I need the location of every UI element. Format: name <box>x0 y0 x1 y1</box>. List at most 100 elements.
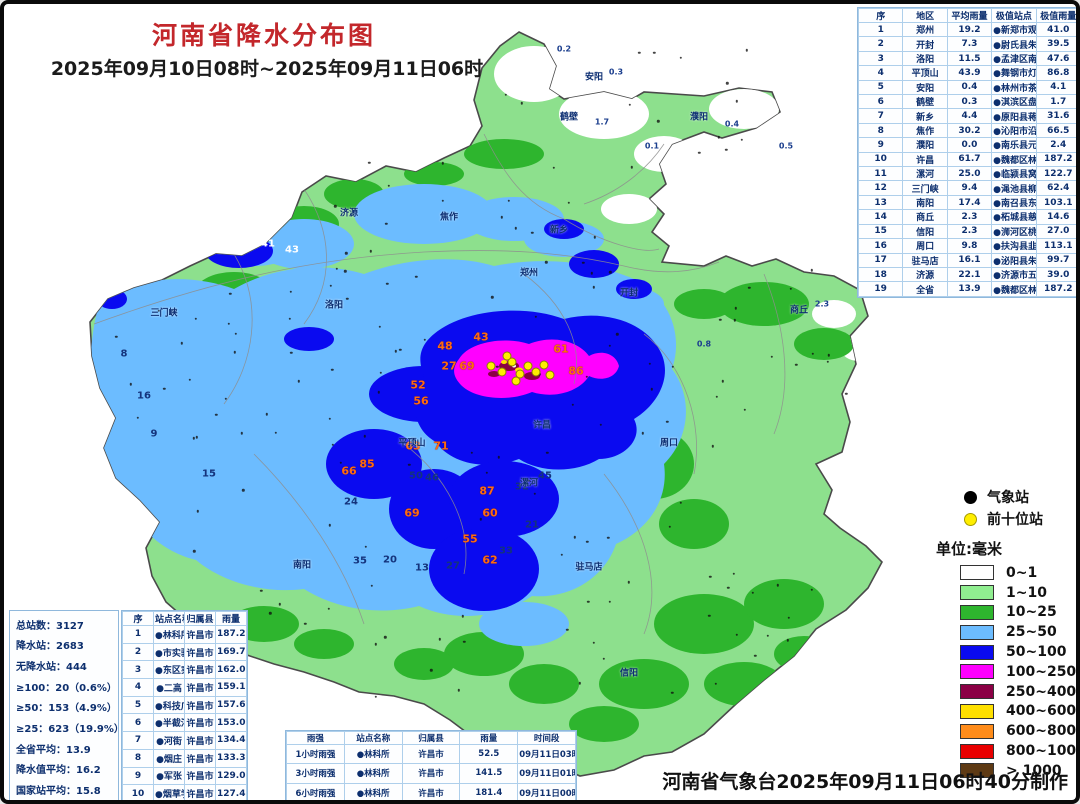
table-cell: 许昌市 <box>184 784 216 800</box>
table-cell: 134.4 <box>215 731 247 750</box>
legend-color-swatch <box>960 743 994 759</box>
table-row: 7 ●河街 许昌市 134.4 <box>122 731 247 750</box>
table-cell: 郑州 <box>902 21 948 38</box>
table-row: 10●烟草学校许昌市127.4 <box>122 784 247 800</box>
table-cell: 全省 <box>902 281 948 297</box>
table-cell: ●淇滨区盘石头 <box>991 94 1037 110</box>
table-cell: 济源 <box>902 266 948 283</box>
table-header-cell: 地区 <box>902 8 948 23</box>
table-cell: 13 <box>857 194 904 211</box>
table-cell: 1 <box>122 625 154 644</box>
legend-bin: 50~100 <box>934 642 1076 662</box>
table-cell: 许昌 <box>902 151 948 168</box>
legend-marker-label: 气象站 <box>987 490 1029 506</box>
legend-color-swatch <box>960 723 994 739</box>
legend-bin-label: 10~25 <box>1006 604 1057 621</box>
table-cell: 许昌市 <box>184 678 216 697</box>
table-cell: 122.7 <box>1035 166 1076 182</box>
data-table: 序地区平均雨量极值站点极值雨量1郑州19.2●新郑市观音寺41.02开封7.3●… <box>857 8 1076 297</box>
table-cell: ●林科所 <box>153 625 185 644</box>
data-table: 雨强站点名称归属县雨量时间段1小时雨强●林科所许昌市52.509月11日03时-… <box>286 731 576 800</box>
table-cell: 7.3 <box>946 36 993 52</box>
table-cell: 9.4 <box>946 180 993 196</box>
table-cell: 许昌市 <box>184 731 216 750</box>
legend-bin-label: 600~800 <box>1006 723 1077 740</box>
table-cell: 19.2 <box>946 21 993 38</box>
table-header-cell: 雨强 <box>286 731 345 745</box>
table-cell: 信阳 <box>902 223 948 240</box>
legend-color-swatch <box>960 763 994 779</box>
legend-color-swatch <box>960 565 994 581</box>
table-cell: 13.9 <box>946 281 993 297</box>
table-cell: ●东区实验 <box>153 660 185 680</box>
table-cell: 103.1 <box>1035 194 1076 211</box>
table-cell: 39.5 <box>1035 36 1076 52</box>
table-header-cell: 雨量 <box>459 731 519 745</box>
table-cell: 10 <box>122 784 154 800</box>
table-cell: 47.6 <box>1035 50 1076 67</box>
table-cell: 22.1 <box>946 266 993 283</box>
table-cell: 0.0 <box>946 137 993 153</box>
table-cell: 09月11日01时-09月11日04时 <box>517 763 576 784</box>
henan-province-map <box>89 31 883 777</box>
legend-color-swatch <box>960 684 994 700</box>
table-cell: 商丘 <box>902 209 948 225</box>
table-cell: 181.4 <box>459 782 519 800</box>
table-cell: 3 <box>857 50 904 67</box>
table-cell: 0.3 <box>946 94 993 110</box>
table-cell: 7 <box>122 731 154 750</box>
legend-color-swatch <box>960 644 994 660</box>
legend-bin-label: 100~250 <box>1006 663 1077 680</box>
table-cell: ●魏都区林科所 <box>991 151 1037 168</box>
table-cell: 濮阳 <box>902 137 948 153</box>
table-cell: 6小时雨强 <box>286 782 345 800</box>
table-row: 2●市实验许昌市169.7 <box>122 642 247 662</box>
table-cell: 61.7 <box>946 151 993 168</box>
table-cell: 169.7 <box>215 642 247 662</box>
table-header-cell: 站点名称 <box>153 611 185 626</box>
legend-bin: 0~1 <box>934 563 1076 583</box>
legend-color-swatch <box>960 585 994 601</box>
table-header-cell: 归属县 <box>401 731 461 745</box>
table-cell: 09月11日03时-09月11日04时 <box>517 743 576 765</box>
legend-bin: 100~250 <box>934 662 1077 682</box>
table-cell: 4.4 <box>946 108 993 124</box>
table-cell: 113.1 <box>1035 238 1076 254</box>
table-cell: 3小时雨强 <box>286 763 345 784</box>
table-cell: 2 <box>122 642 154 662</box>
table-cell: 127.4 <box>215 784 247 800</box>
table-cell: 39.0 <box>1035 266 1076 283</box>
table-header-cell: 序 <box>122 611 154 626</box>
legend-bin: 25~50 <box>934 622 1076 642</box>
table-cell: ●南乐县元村卫河 <box>991 137 1037 153</box>
table-row: 4 ●二高 许昌市 159.1 <box>122 678 247 697</box>
top10-stations-table: 序站点名称归属县雨量1●林科所许昌市187.22●市实验许昌市169.73●东区… <box>121 610 248 800</box>
table-cell: 2.3 <box>946 209 993 225</box>
table-cell: 4 <box>857 65 904 81</box>
table-cell: 162.0 <box>215 660 247 680</box>
attribution-text: 河南省气象台2025年09月11日06时40分制作 <box>662 771 1068 793</box>
table-cell: 5 <box>857 79 904 96</box>
region-average-table: 序地区平均雨量极值站点极值雨量1郑州19.2●新郑市观音寺41.02开封7.3●… <box>857 7 1076 298</box>
table-cell: 52.5 <box>459 743 519 765</box>
table-header-cell: 归属县 <box>184 611 216 626</box>
legend-bin: 600~800 <box>934 721 1077 741</box>
stat-line: 降水值平均：16.2 <box>16 765 101 777</box>
legend-marker-label: 前十位站 <box>987 512 1043 528</box>
station-statistics-panel: 总站数：3127 降水站：2683 无降水站：444 ≥100：20（0.6%） ≥50… <box>9 610 124 800</box>
table-cell: ●孟津区南岭公园 <box>991 50 1037 67</box>
table-header-cell: 序 <box>857 8 904 23</box>
time-range-subtitle: 2025年09月10日08时~2025年09月11日06时 <box>50 58 484 80</box>
table-cell: 141.5 <box>459 763 519 784</box>
table-cell: ●林科所 <box>343 782 403 800</box>
